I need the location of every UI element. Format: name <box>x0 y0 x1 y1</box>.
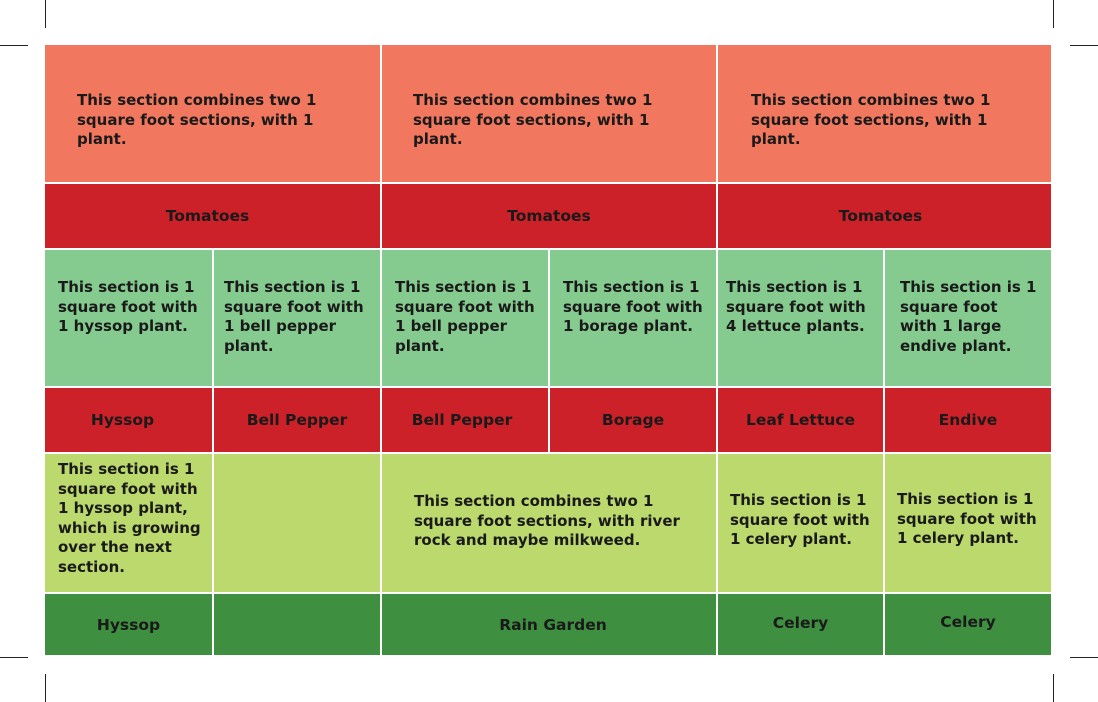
section-description-text: This section combines two 1 square foot … <box>414 492 680 549</box>
section-description-text: This section combines two 1 square foot … <box>413 91 653 148</box>
plant-label: Rain Garden <box>382 594 718 657</box>
plant-label-text: Rain Garden <box>499 615 607 634</box>
plant-label: Hyssop <box>45 388 214 454</box>
crop-mark <box>45 0 46 28</box>
bed-section-description: This section is 1 square foot with 1 hys… <box>45 250 214 388</box>
plant-label: Hyssop <box>45 594 214 657</box>
plant-label-text: Leaf Lettuce <box>746 411 855 429</box>
plant-label-text: Borage <box>601 411 665 429</box>
plant-label: Endive <box>885 388 1053 454</box>
section-description-text: This section is 1 square foot with 1 bor… <box>563 278 703 335</box>
crop-mark <box>45 674 46 702</box>
plant-label: Tomatoes <box>718 184 1053 250</box>
plant-label: Leaf Lettuce <box>718 388 885 454</box>
plant-label: Tomatoes <box>382 184 718 250</box>
plant-label: Borage <box>550 388 718 454</box>
plant-label: Celery <box>718 594 885 657</box>
bed-section-description: This section combines two 1 square foot … <box>382 454 718 594</box>
bed-section-description: This section is 1 square foot with 1 hys… <box>45 454 214 594</box>
plant-label-text: Bell Pepper <box>246 411 348 429</box>
section-description-text: This section is 1 square foot with 1 hys… <box>58 278 198 335</box>
plant-label: Bell Pepper <box>214 388 382 454</box>
plant-label-empty <box>214 594 382 657</box>
bed-section-description: This section is 1 square foot with 1 cel… <box>718 454 885 594</box>
crop-mark <box>1053 0 1054 28</box>
bed-section-description: This section is 1 square foot with 1 bel… <box>382 250 550 388</box>
section-description-text: This section is 1 square foot with 1 bel… <box>224 278 364 355</box>
bed-section-description: This section is 1 square foot with 4 let… <box>718 250 885 388</box>
plant-label-text: Tomatoes <box>838 207 923 225</box>
bed-section-description: This section is 1 square foot with 1 bor… <box>550 250 718 388</box>
section-description-text: This section combines two 1 square foot … <box>751 91 991 148</box>
plant-label: Bell Pepper <box>382 388 550 454</box>
bed-section-description: This section combines two 1 square foot … <box>45 45 382 184</box>
section-description-text: This section is 1 square foot with 1 hys… <box>58 460 201 576</box>
plant-label-text: Endive <box>938 411 998 429</box>
plant-label-text: Tomatoes <box>165 207 250 225</box>
section-description-text: This section is 1 square foot with 1 cel… <box>730 491 870 548</box>
plant-label-text: Hyssop <box>90 411 155 429</box>
bed-section-description: This section is 1 square foot with 1 bel… <box>214 250 382 388</box>
plant-label: Tomatoes <box>45 184 382 250</box>
section-description-text: This section is 1 square foot with 1 bel… <box>395 278 535 355</box>
bed-section-description: This section is 1 square foot with 1 lar… <box>885 250 1053 388</box>
crop-mark <box>1070 657 1098 658</box>
plant-label-text: Bell Pepper <box>411 411 513 429</box>
section-description-text: This section combines two 1 square foot … <box>77 91 317 148</box>
plant-label-text: Celery <box>940 612 996 631</box>
plant-label-text: Tomatoes <box>507 207 591 225</box>
section-description-text: This section is 1 square foot with 4 let… <box>726 278 866 335</box>
crop-mark <box>1070 45 1098 46</box>
crop-mark <box>1053 674 1054 702</box>
crop-mark <box>0 657 28 658</box>
plant-label-text: Hyssop <box>96 615 161 634</box>
bed-section-description: This section combines two 1 square foot … <box>718 45 1053 184</box>
plant-label: Celery <box>885 594 1053 657</box>
section-description-text: This section is 1 square foot with 1 cel… <box>897 490 1037 547</box>
crop-mark <box>0 45 28 46</box>
bed-section-description: This section combines two 1 square foot … <box>382 45 718 184</box>
bed-section-description: This section is 1 square foot with 1 cel… <box>885 454 1053 594</box>
bed-section-empty <box>214 454 382 594</box>
section-description-text: This section is 1 square foot with 1 lar… <box>900 278 1037 355</box>
plant-label-text: Celery <box>772 613 829 632</box>
